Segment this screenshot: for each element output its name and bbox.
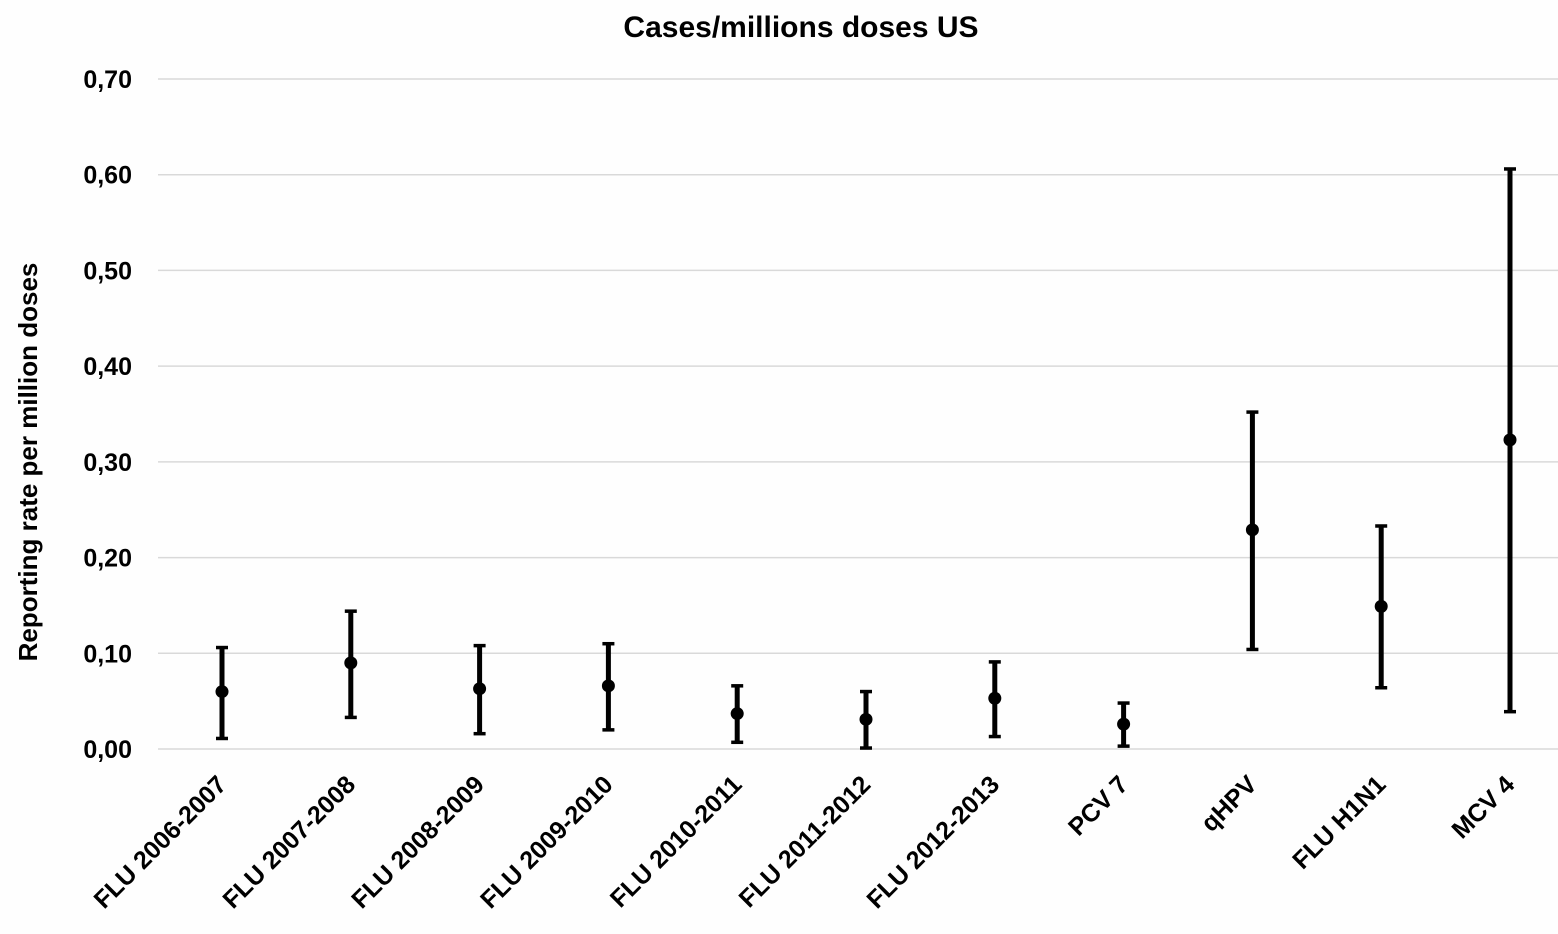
data-marks [215, 167, 1517, 750]
data-point [1245, 523, 1259, 537]
data-point [344, 656, 358, 670]
data-point [1374, 599, 1388, 613]
x-tick-label: PCV 7 [1063, 770, 1134, 841]
y-axis-label: Reporting rate per million doses [13, 263, 43, 662]
data-point [859, 712, 873, 726]
y-tick-label: 0,40 [83, 353, 132, 381]
data-point [215, 685, 229, 699]
x-tick-label: FLU 2006-2007 [89, 770, 233, 914]
y-tick-label: 0,70 [83, 66, 132, 94]
x-tick-label: FLU 2010-2011 [605, 770, 748, 913]
data-point [730, 707, 744, 721]
x-tick-label: qHPV [1196, 770, 1263, 837]
y-tick-label: 0,60 [83, 162, 132, 190]
x-tick-label: MCV 4 [1446, 770, 1520, 844]
y-tick-label: 0,30 [83, 449, 132, 477]
x-tick-label: FLU 2009-2010 [475, 770, 619, 914]
y-tick-label: 0,10 [83, 640, 132, 668]
x-tick-label: FLU 2012-2013 [861, 770, 1005, 914]
x-tick-label: FLU 2008-2009 [346, 770, 490, 914]
x-tick-label: FLU 2007-2008 [217, 770, 361, 914]
y-tick-label: 0,50 [83, 257, 132, 285]
data-point [601, 679, 615, 693]
data-point [1503, 433, 1517, 447]
x-tick-label: FLU H1N1 [1287, 770, 1391, 874]
chart-title: Cases/millions doses US [623, 11, 978, 44]
data-point [1117, 717, 1131, 731]
data-point [473, 682, 487, 696]
y-tick-label: 0,00 [83, 736, 132, 764]
y-tick-label: 0,20 [83, 545, 132, 573]
data-point [988, 691, 1002, 705]
gridlines [158, 78, 1558, 750]
x-tick-label: FLU 2011-2012 [734, 770, 877, 913]
y-tick-labels: 0,00 0,10 0,20 0,30 0,40 0,50 0,60 0,70 [83, 66, 132, 764]
